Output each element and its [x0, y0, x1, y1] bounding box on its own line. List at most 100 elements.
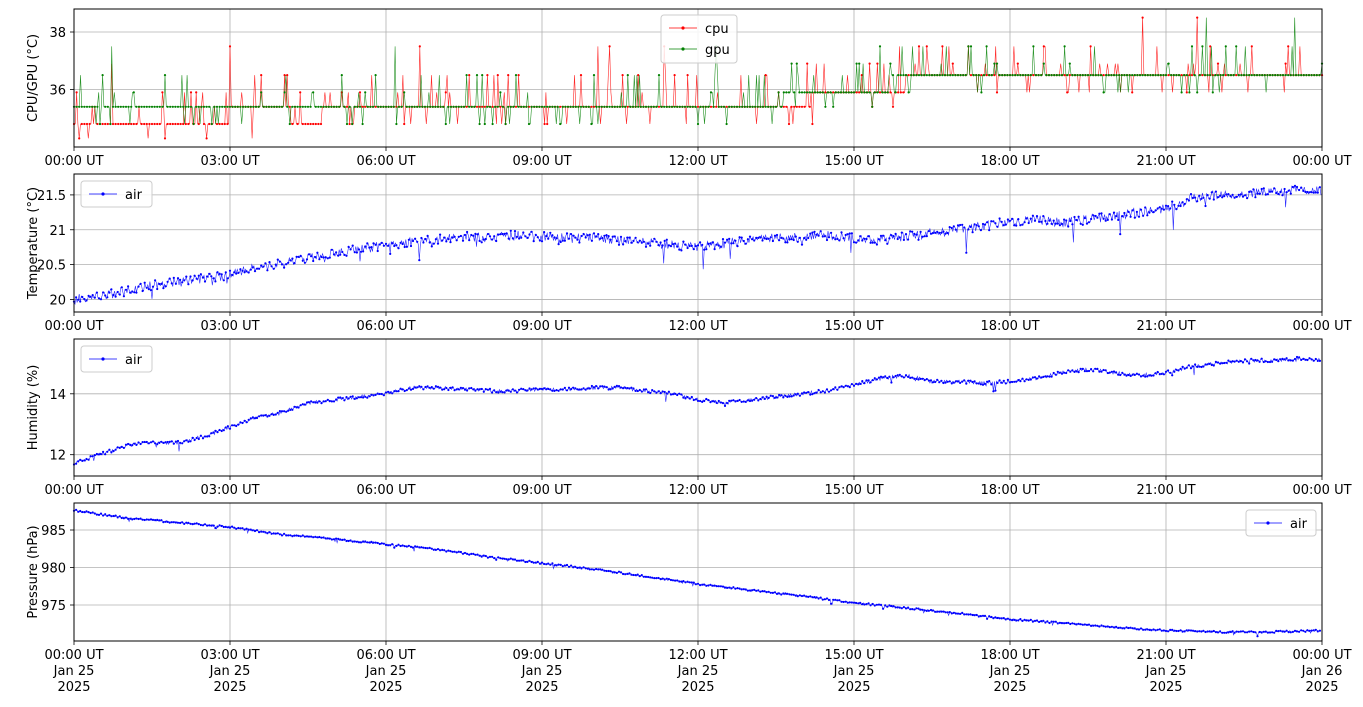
data-point: [509, 105, 512, 108]
data-point: [191, 436, 194, 439]
data-point: [1279, 629, 1282, 632]
data-point: [355, 251, 358, 254]
data-point: [283, 410, 286, 413]
data-point: [507, 558, 510, 561]
data-point: [461, 239, 465, 242]
data-point: [460, 105, 463, 108]
data-point: [1099, 74, 1103, 77]
data-point: [1085, 623, 1089, 627]
data-point: [378, 392, 381, 396]
data-point: [738, 236, 741, 239]
data-point: [443, 549, 446, 552]
data-point: [1279, 358, 1282, 361]
data-point: [116, 290, 119, 294]
data-point: [484, 554, 487, 558]
data-point: [735, 105, 739, 108]
data-point: [374, 74, 377, 77]
data-point: [689, 105, 692, 108]
data-point: [1170, 74, 1173, 77]
data-point: [586, 234, 589, 237]
data-point: [574, 105, 577, 108]
data-point: [1090, 217, 1093, 221]
data-point: [120, 445, 123, 448]
data-point: [722, 105, 726, 108]
data-point: [1233, 360, 1236, 363]
data-point: [253, 529, 257, 533]
data-point: [830, 231, 833, 234]
data-point: [239, 268, 242, 271]
data-point: [424, 237, 427, 241]
data-point: [540, 240, 544, 243]
data-point: [619, 571, 623, 574]
data-point: [1287, 45, 1290, 48]
data-point: [941, 74, 944, 77]
data-point: [235, 527, 238, 530]
data-point: [1281, 630, 1284, 633]
data-point: [285, 410, 288, 413]
data-point: [556, 105, 559, 108]
data-point: [1289, 359, 1292, 362]
data-point: [803, 105, 806, 108]
data-point: [946, 231, 949, 235]
data-point: [1054, 373, 1057, 376]
data-point: [863, 382, 866, 385]
data-point: [370, 246, 373, 249]
data-point: [108, 514, 111, 517]
data-point: [1019, 380, 1022, 383]
data-point: [418, 259, 421, 262]
data-point: [436, 385, 440, 388]
data-point: [1003, 74, 1006, 77]
data-point: [299, 254, 302, 257]
data-point: [642, 575, 646, 578]
data-point: [325, 105, 328, 108]
data-point: [1011, 380, 1014, 384]
data-point: [765, 237, 768, 241]
data-point: [858, 91, 861, 94]
data-point: [637, 105, 640, 108]
data-point: [811, 393, 814, 396]
data-point: [886, 242, 889, 245]
data-point: [1316, 359, 1319, 362]
data-point: [145, 518, 148, 521]
data-point: [865, 379, 868, 382]
data-point: [1071, 74, 1074, 77]
data-point: [726, 586, 729, 590]
data-point: [407, 387, 410, 390]
data-point: [807, 236, 810, 240]
data-point: [1016, 74, 1019, 77]
data-point: [1029, 74, 1032, 77]
legend-label: gpu: [705, 43, 730, 58]
data-point: [110, 288, 113, 291]
data-point: [827, 236, 831, 239]
data-point: [912, 74, 915, 77]
data-point: [1304, 190, 1307, 193]
data-point: [509, 390, 512, 393]
data-point: [108, 448, 111, 451]
data-point: [1066, 74, 1069, 77]
data-point: [601, 568, 604, 571]
data-point: [486, 233, 489, 236]
data-point: [183, 440, 186, 443]
data-point: [497, 391, 500, 394]
data-point: [751, 105, 754, 108]
data-point: [1194, 630, 1197, 633]
data-point: [1285, 357, 1288, 360]
data-point: [993, 62, 996, 65]
data-point: [443, 236, 446, 239]
data-point: [95, 452, 98, 456]
data-point: [1016, 62, 1019, 65]
data-point: [545, 388, 548, 391]
data-point: [83, 459, 86, 462]
data-point: [528, 559, 531, 562]
data-point: [748, 399, 752, 403]
data-point: [902, 74, 905, 77]
data-point: [1158, 206, 1161, 209]
data-point: [147, 442, 150, 445]
x-tick-label: 03:00 UT: [200, 648, 259, 663]
data-point: [1152, 374, 1155, 377]
data-point: [868, 91, 871, 94]
data-point: [630, 573, 633, 576]
data-point: [798, 105, 801, 108]
data-point: [795, 62, 798, 65]
data-point: [1202, 629, 1205, 632]
